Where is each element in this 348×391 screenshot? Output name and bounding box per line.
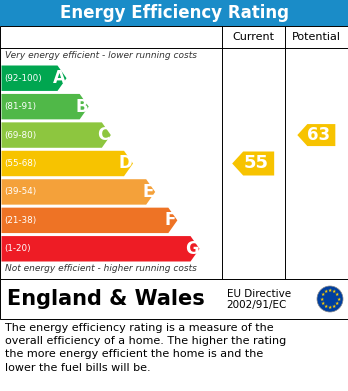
Text: B: B — [75, 98, 88, 116]
Text: D: D — [118, 154, 132, 172]
Circle shape — [317, 286, 343, 312]
Text: Current: Current — [232, 32, 274, 42]
Text: ★: ★ — [328, 288, 332, 293]
Text: ★: ★ — [319, 296, 324, 301]
Text: (81-91): (81-91) — [5, 102, 37, 111]
Text: ★: ★ — [335, 292, 340, 297]
Text: ★: ★ — [321, 292, 325, 297]
Text: 63: 63 — [307, 126, 330, 144]
Polygon shape — [1, 66, 66, 91]
Text: (55-68): (55-68) — [5, 159, 37, 168]
Text: ★: ★ — [321, 301, 325, 306]
Text: 55: 55 — [243, 154, 268, 172]
Text: Very energy efficient - lower running costs: Very energy efficient - lower running co… — [5, 51, 197, 60]
Text: (69-80): (69-80) — [5, 131, 37, 140]
Text: ★: ★ — [332, 289, 337, 294]
Bar — [0, 279, 348, 319]
Text: (1-20): (1-20) — [5, 244, 31, 253]
Text: Potential: Potential — [292, 32, 341, 42]
Text: C: C — [97, 126, 110, 144]
Polygon shape — [1, 236, 199, 262]
Polygon shape — [1, 94, 89, 119]
Polygon shape — [1, 122, 111, 148]
Text: EU Directive: EU Directive — [227, 289, 291, 299]
Text: ★: ★ — [328, 305, 332, 310]
Text: F: F — [165, 212, 176, 230]
Polygon shape — [1, 208, 177, 233]
Bar — [0, 0, 348, 26]
Text: Energy Efficiency Rating: Energy Efficiency Rating — [60, 4, 288, 22]
Text: ★: ★ — [332, 304, 337, 309]
Text: (92-100): (92-100) — [5, 74, 42, 83]
Text: E: E — [143, 183, 154, 201]
Bar — [0, 26, 348, 279]
Polygon shape — [1, 151, 133, 176]
Text: England & Wales: England & Wales — [7, 289, 205, 309]
Text: The energy efficiency rating is a measure of the
overall efficiency of a home. T: The energy efficiency rating is a measur… — [5, 323, 286, 373]
Text: G: G — [185, 240, 198, 258]
Text: ★: ★ — [324, 304, 328, 309]
Text: 2002/91/EC: 2002/91/EC — [227, 300, 287, 310]
Text: (39-54): (39-54) — [5, 187, 37, 196]
Text: Not energy efficient - higher running costs: Not energy efficient - higher running co… — [5, 264, 197, 273]
Polygon shape — [1, 179, 155, 204]
Polygon shape — [297, 124, 335, 146]
Text: ★: ★ — [335, 301, 340, 306]
Polygon shape — [232, 151, 274, 176]
Text: ★: ★ — [336, 296, 341, 301]
Text: A: A — [53, 69, 65, 87]
Text: ★: ★ — [324, 289, 328, 294]
Text: (21-38): (21-38) — [5, 216, 37, 225]
